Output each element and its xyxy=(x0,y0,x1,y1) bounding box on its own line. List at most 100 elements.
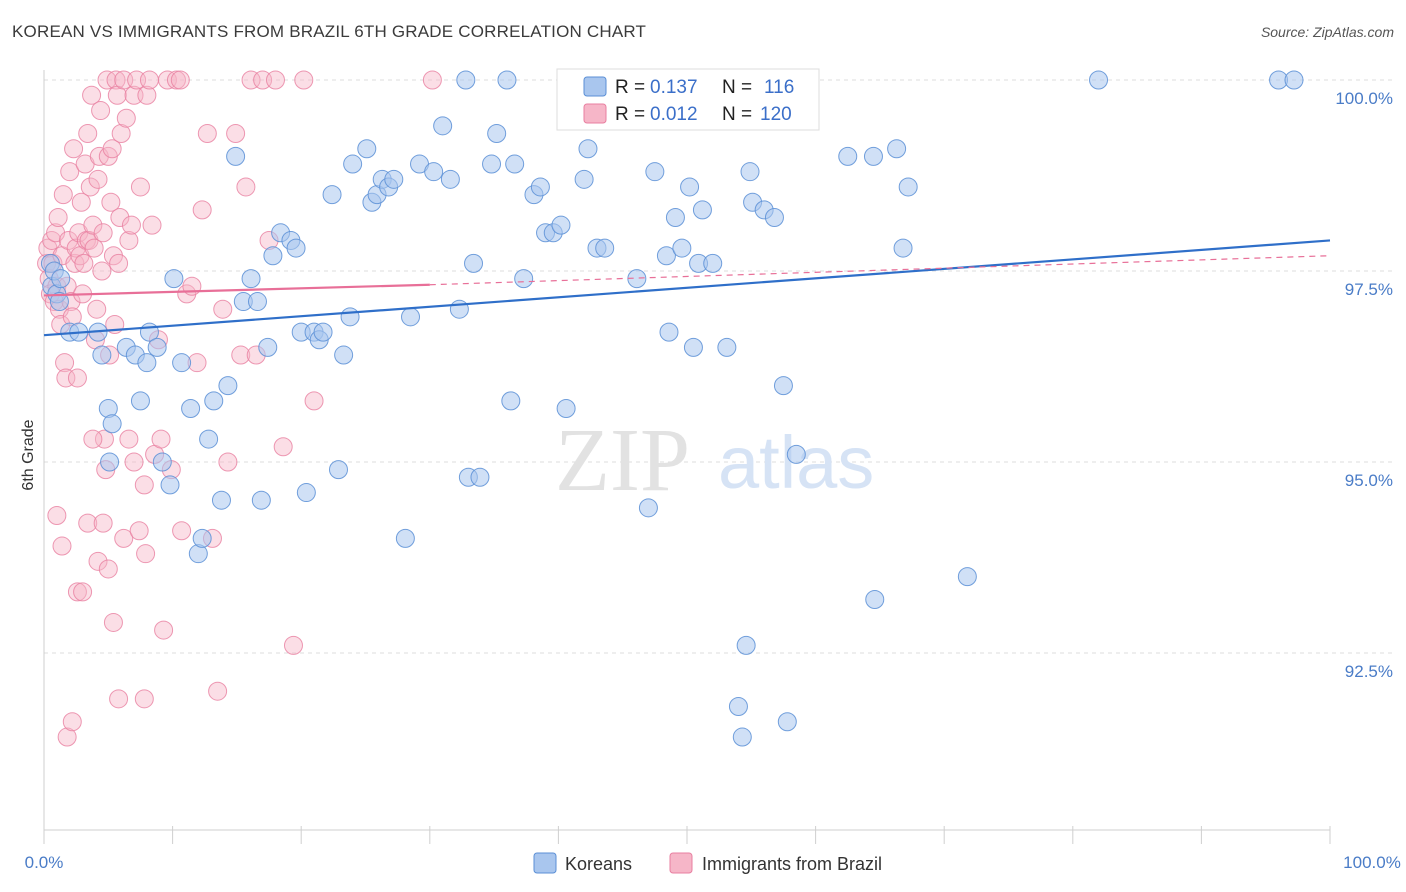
brazil-point xyxy=(265,70,285,90)
korean-point xyxy=(263,246,283,266)
brazil-point xyxy=(273,437,293,457)
brazil-point xyxy=(48,208,68,228)
legend-swatch-koreans xyxy=(583,76,607,97)
korean-point xyxy=(340,307,360,327)
legend-r-label-brazil: R = xyxy=(615,104,645,125)
korean-point xyxy=(957,567,977,587)
korean-point xyxy=(703,253,723,273)
korean-point xyxy=(49,292,69,312)
x-ticks xyxy=(43,826,1331,844)
legend-n-value-brazil: 120 xyxy=(760,104,792,125)
brazil-point xyxy=(80,177,100,197)
brazil-point xyxy=(78,513,98,533)
bottom-legend-swatch-koreans xyxy=(533,852,557,874)
brazil-point xyxy=(294,70,314,90)
brazil-point xyxy=(134,475,154,495)
korean-point xyxy=(717,337,737,357)
brazil-point xyxy=(55,353,75,373)
brazil-point xyxy=(74,253,94,273)
korean-point xyxy=(384,169,404,189)
korean-point xyxy=(211,490,231,510)
brazil-point xyxy=(151,429,171,449)
brazil-point xyxy=(82,85,102,105)
korean-point xyxy=(1284,70,1304,90)
korean-point xyxy=(786,444,806,464)
korean-point xyxy=(449,299,469,319)
legend-n-label-brazil: N = xyxy=(722,104,752,125)
korean-point xyxy=(595,238,615,258)
legend-swatch-brazil xyxy=(583,103,607,124)
brazil-point xyxy=(208,681,228,701)
trend-lines xyxy=(43,239,1331,337)
brazil-point xyxy=(192,200,212,220)
korean-point xyxy=(102,414,122,434)
brazil-point xyxy=(142,215,162,235)
korean-point xyxy=(887,139,907,159)
korean-point xyxy=(192,528,212,548)
korean-point xyxy=(551,215,571,235)
korean-point xyxy=(172,353,192,373)
korean-point xyxy=(241,269,261,289)
brazil-point xyxy=(110,208,130,228)
watermark-zip: ZIP xyxy=(555,411,690,510)
brazil-point xyxy=(88,169,108,189)
brazil-point xyxy=(231,345,251,365)
y-tick-label: 92.5% xyxy=(1345,662,1393,681)
korean-point xyxy=(334,345,354,365)
brazil-point xyxy=(218,452,238,472)
chart-title: KOREAN VS IMMIGRANTS FROM BRAZIL 6TH GRA… xyxy=(12,22,647,41)
brazil-point xyxy=(109,253,129,273)
brazil-point xyxy=(83,429,103,449)
korean-point xyxy=(433,116,453,136)
brazil-point xyxy=(213,299,233,319)
brazil-point xyxy=(47,505,67,525)
korean-point xyxy=(130,391,150,411)
koreans-trend-line xyxy=(43,239,1331,337)
korean-point xyxy=(773,376,793,396)
brazil-point xyxy=(241,70,261,90)
korean-point xyxy=(199,429,219,449)
korean-point xyxy=(1089,70,1109,90)
brazil-point xyxy=(226,123,246,143)
bottom-legend-label-brazil: Immigrants from Brazil xyxy=(702,854,882,874)
korean-point xyxy=(456,70,476,90)
brazil-point xyxy=(422,70,442,90)
brazil-point xyxy=(236,177,256,197)
korean-point xyxy=(656,246,676,266)
korean-point xyxy=(530,177,550,197)
brazil-point xyxy=(119,230,139,250)
korean-point xyxy=(470,467,490,487)
korean-point xyxy=(893,238,913,258)
korean-point xyxy=(574,169,594,189)
brazil-trend-line-extension xyxy=(429,255,1331,286)
brazil-point xyxy=(60,162,80,182)
brazil-point xyxy=(73,582,93,602)
korean-point xyxy=(147,337,167,357)
korean-point xyxy=(286,238,306,258)
brazil-point xyxy=(84,238,104,258)
bottom-legend-label-koreans: Koreans xyxy=(565,854,632,874)
korean-point xyxy=(343,154,363,174)
korean-point xyxy=(357,139,377,159)
grid-lines xyxy=(44,79,1392,654)
korean-point xyxy=(100,452,120,472)
brazil-point xyxy=(101,192,121,212)
korean-point xyxy=(92,345,112,365)
korean-point xyxy=(740,162,760,182)
korean-point xyxy=(777,712,797,732)
brazil-point xyxy=(62,712,82,732)
brazil-trend-line xyxy=(43,283,430,297)
korean-point xyxy=(898,177,918,197)
brazil-point xyxy=(124,452,144,472)
korean-point xyxy=(865,590,885,610)
korean-point xyxy=(672,238,692,258)
legend-n-value-koreans: 116 xyxy=(764,77,794,98)
korean-point xyxy=(440,169,460,189)
y-tick-label: 97.5% xyxy=(1345,280,1393,299)
brazil-point xyxy=(304,391,324,411)
korean-point xyxy=(313,322,333,342)
brazil-point xyxy=(67,582,87,602)
brazil-point xyxy=(197,123,217,143)
brazil-point xyxy=(93,223,113,243)
